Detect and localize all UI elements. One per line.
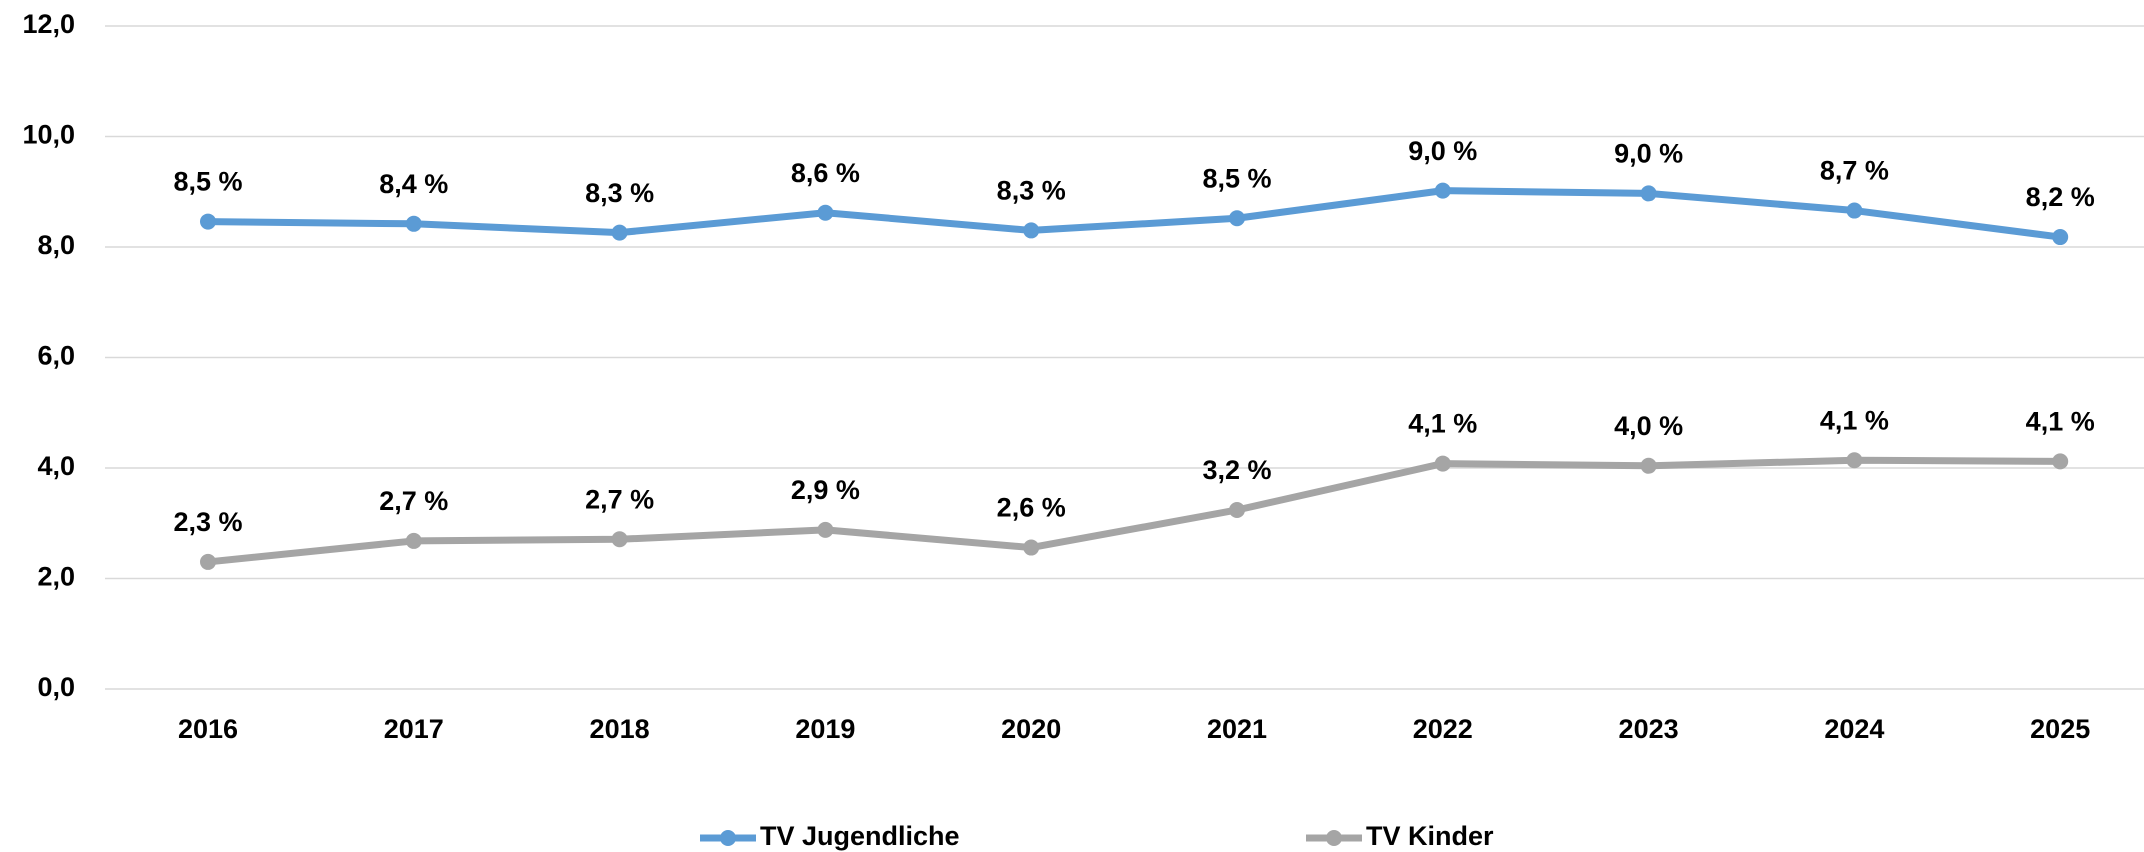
data-label: 8,7 % bbox=[1820, 156, 1889, 186]
data-label: 9,0 % bbox=[1408, 136, 1477, 166]
x-tick-label: 2023 bbox=[1619, 714, 1679, 744]
legend-label: TV Kinder bbox=[1366, 821, 1494, 851]
y-tick-label: 0,0 bbox=[37, 672, 75, 702]
data-point bbox=[817, 204, 834, 221]
data-label: 2,7 % bbox=[585, 484, 654, 514]
data-point bbox=[611, 224, 628, 241]
data-label: 8,3 % bbox=[997, 176, 1066, 206]
data-label: 8,5 % bbox=[1202, 163, 1271, 193]
data-point bbox=[817, 521, 834, 538]
data-point bbox=[200, 553, 216, 570]
data-label: 8,2 % bbox=[2026, 182, 2095, 212]
x-tick-label: 2019 bbox=[795, 714, 855, 744]
data-label: 2,6 % bbox=[997, 493, 1066, 523]
data-point bbox=[200, 213, 216, 230]
data-point bbox=[1434, 182, 1451, 199]
data-point bbox=[1846, 452, 1863, 469]
series-line bbox=[207, 187, 2061, 241]
data-point bbox=[1434, 455, 1451, 472]
data-label: 3,2 % bbox=[1202, 455, 1271, 485]
data-label: 8,4 % bbox=[379, 169, 448, 199]
x-tick-label: 2025 bbox=[2030, 714, 2090, 744]
y-tick-label: 4,0 bbox=[37, 451, 75, 481]
x-tick-label: 2024 bbox=[1824, 714, 1884, 744]
y-tick-label: 8,0 bbox=[37, 230, 75, 260]
data-point bbox=[1023, 539, 1040, 556]
data-point bbox=[2052, 453, 2069, 470]
data-point bbox=[1640, 185, 1657, 202]
data-label: 4,1 % bbox=[2026, 406, 2095, 436]
data-point bbox=[611, 531, 628, 548]
data-label: 4,1 % bbox=[1408, 409, 1477, 439]
series-line bbox=[207, 456, 2061, 566]
data-label: 2,9 % bbox=[791, 475, 860, 505]
x-tick-label: 2020 bbox=[1001, 714, 1061, 744]
y-tick-label: 10,0 bbox=[22, 120, 75, 150]
y-tick-label: 12,0 bbox=[22, 9, 75, 39]
y-tick-label: 6,0 bbox=[37, 341, 75, 371]
data-label: 4,1 % bbox=[1820, 405, 1889, 435]
data-point bbox=[1846, 202, 1863, 219]
data-point bbox=[1229, 210, 1245, 227]
x-tick-label: 2018 bbox=[590, 714, 650, 744]
data-label: 9,0 % bbox=[1614, 139, 1683, 169]
data-point bbox=[1023, 222, 1040, 239]
data-label: 4,0 % bbox=[1614, 411, 1683, 441]
x-tick-label: 2021 bbox=[1207, 714, 1267, 744]
data-point bbox=[405, 532, 422, 549]
x-tick-label: 2022 bbox=[1413, 714, 1473, 744]
data-label: 8,5 % bbox=[173, 167, 242, 197]
y-tick-label: 2,0 bbox=[37, 562, 75, 592]
data-label: 2,3 % bbox=[173, 507, 242, 537]
data-point bbox=[1640, 457, 1657, 474]
legend-marker bbox=[720, 830, 736, 846]
legend-label: TV Jugendliche bbox=[760, 821, 960, 851]
data-point bbox=[1229, 501, 1245, 518]
legend-marker bbox=[1326, 830, 1342, 846]
x-tick-label: 2017 bbox=[384, 714, 444, 744]
data-label: 2,7 % bbox=[379, 486, 448, 516]
data-label: 8,3 % bbox=[585, 178, 654, 208]
data-point bbox=[405, 215, 422, 232]
data-point bbox=[2052, 229, 2069, 246]
x-tick-label: 2016 bbox=[178, 714, 238, 744]
data-label: 8,6 % bbox=[791, 158, 860, 188]
